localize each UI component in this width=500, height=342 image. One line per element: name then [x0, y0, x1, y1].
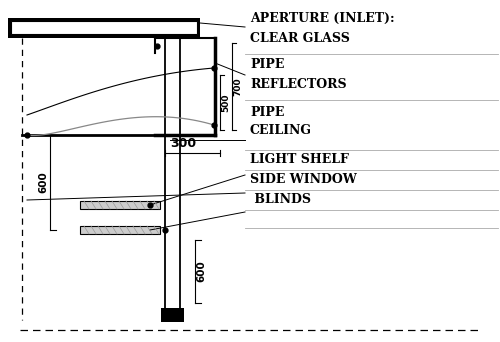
Text: 600: 600 [196, 261, 206, 282]
Bar [80, 226, 160, 234]
Text: 700: 700 [233, 77, 242, 96]
Text: 500: 500 [221, 93, 230, 112]
Text: CEILING: CEILING [250, 124, 312, 137]
Bar [161, 308, 184, 322]
Text: 600: 600 [38, 172, 48, 193]
Text: 300: 300 [170, 137, 196, 150]
Text: CLEAR GLASS: CLEAR GLASS [250, 32, 350, 45]
Bar [8, 18, 200, 38]
Bar [11, 21, 197, 34]
Text: PIPE: PIPE [250, 58, 284, 71]
Text: APERTURE (INLET):: APERTURE (INLET): [250, 12, 394, 25]
Text: LIGHT SHELF: LIGHT SHELF [250, 153, 349, 166]
Text: REFLECTORS: REFLECTORS [250, 78, 346, 91]
Text: PIPE: PIPE [250, 106, 284, 119]
Text: SIDE WINDOW: SIDE WINDOW [250, 173, 357, 186]
Text: BLINDS: BLINDS [250, 193, 311, 206]
Bar [80, 201, 160, 209]
